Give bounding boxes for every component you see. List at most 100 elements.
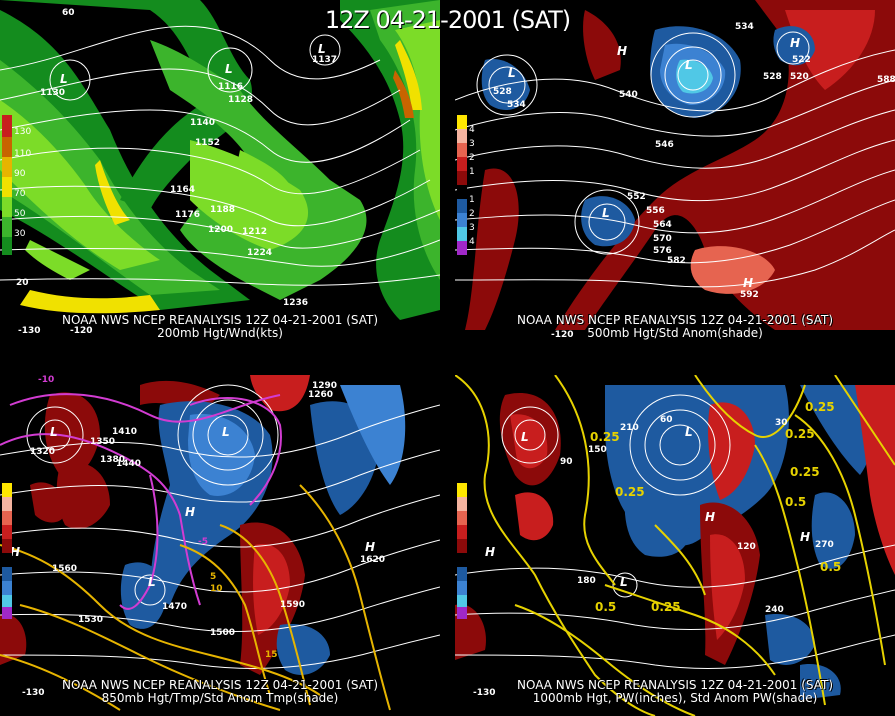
panel-caption: NOAA NWS NCEP REANALYSIS 12Z 04-21-2001 … [61, 678, 379, 692]
low-pressure-marker: L [685, 58, 693, 72]
legend-label: 1 [469, 195, 475, 205]
contour-label: 1410 [112, 427, 138, 437]
pw-label: 0.25 [790, 465, 820, 479]
legend-label: 2 [469, 153, 475, 163]
std-anom-legend [457, 483, 485, 619]
low-pressure-marker: L [620, 575, 628, 589]
wind-speed-legend: 130 110 90 70 50 30 [2, 115, 32, 255]
contour-label: 1470 [162, 602, 188, 612]
contour-label: 588 [877, 75, 895, 85]
contour-label: 556 [646, 206, 665, 216]
contour-label: 576 [653, 246, 672, 256]
high-pressure-marker: H [185, 505, 196, 519]
contour-label: 1560 [52, 564, 78, 574]
contour-label: 1236 [283, 298, 309, 308]
legend-swatch [457, 539, 467, 553]
contour-label: 90 [560, 457, 573, 467]
pw-label: 0.5 [820, 560, 842, 574]
contour-label: 1176 [175, 210, 201, 220]
legend-label: 2 [469, 209, 475, 219]
panel-200mb-wind: L L L 1128 1140 1152 1164 1176 1188 1200… [0, 0, 440, 340]
legend-swatch [457, 143, 467, 157]
isotherm-label: -10 [38, 375, 55, 385]
contour-label: 1260 [308, 390, 334, 400]
contour-label: 1290 [312, 381, 338, 391]
low-pressure-marker: L [602, 206, 610, 220]
high-pressure-marker: H [800, 530, 811, 544]
isotherm-label: 15 [265, 650, 278, 660]
legend-swatch [2, 567, 12, 581]
pw-label: 0.25 [805, 400, 835, 414]
contour-label: 1530 [78, 615, 104, 625]
contour-label: 534 [735, 22, 754, 32]
legend-swatch [457, 567, 467, 581]
high-pressure-marker: H [705, 510, 716, 524]
legend-swatch [2, 607, 12, 619]
legend-swatch [2, 581, 12, 595]
pw-label: 0.5 [595, 600, 617, 614]
legend-swatch [2, 217, 12, 237]
contour-label: 546 [655, 140, 674, 150]
latitude-label: 60 [62, 8, 75, 18]
legend-swatch [457, 129, 467, 143]
longitude-label: -130 [473, 688, 496, 698]
low-pressure-marker: L [60, 72, 68, 86]
map-850mb [0, 375, 440, 716]
legend-label: 110 [14, 149, 32, 159]
legend-swatch [2, 553, 12, 567]
longitude-label: -120 [70, 326, 93, 336]
panel-850mb-temp: L L L H H H 1320 1350 1380 1410 1440 147… [0, 375, 440, 716]
legend-swatch [2, 511, 12, 525]
panel-subcaption: 850mb Hgt/Tmp/Std Anom Tmp(shade) [101, 691, 339, 705]
high-pressure-marker: H [365, 540, 376, 554]
legend-label: 130 [14, 127, 32, 137]
legend-label: 1 [469, 167, 475, 177]
low-pressure-marker: L [685, 425, 693, 439]
contour-label: 1152 [195, 138, 221, 148]
legend-swatch [457, 497, 467, 511]
pw-label: 0.25 [785, 427, 815, 441]
legend-swatch [457, 581, 467, 595]
legend-swatch [2, 497, 12, 511]
std-anom-legend: 4 3 2 1 1 2 3 4 [457, 115, 485, 255]
low-pressure-marker: L [225, 62, 233, 76]
legend-swatch [2, 137, 12, 157]
legend-swatch [457, 115, 467, 129]
legend-label: 90 [14, 169, 26, 179]
low-pressure-marker: L [50, 425, 58, 439]
legend-swatch [457, 595, 467, 607]
legend-swatch [457, 241, 467, 255]
legend-swatch [2, 177, 12, 197]
legend-label: 3 [469, 223, 475, 233]
legend-swatch [457, 185, 467, 199]
legend-swatch [2, 115, 12, 137]
legend-label: 70 [14, 189, 26, 199]
map-500mb [455, 0, 895, 340]
pw-label: 0.25 [590, 430, 620, 444]
legend-swatch [457, 553, 467, 567]
legend-swatch [457, 525, 467, 539]
low-pressure-marker: L [521, 430, 529, 444]
contour-label: 1128 [228, 95, 254, 105]
low-pressure-marker: L [222, 425, 230, 439]
contour-label: 528 [493, 87, 512, 97]
contour-label: 534 [507, 100, 526, 110]
pw-label: 0.25 [615, 485, 645, 499]
contour-label: 564 [653, 220, 672, 230]
legend-swatch [2, 483, 12, 497]
isotherm-label: -5 [198, 537, 208, 547]
contour-label: 180 [577, 576, 596, 586]
contour-label: 1500 [210, 628, 236, 638]
legend-swatch [2, 197, 12, 217]
contour-label: 552 [627, 192, 646, 202]
contour-label: 592 [740, 290, 759, 300]
legend-swatch [2, 595, 12, 607]
panel-caption: NOAA NWS NCEP REANALYSIS 12Z 04-21-2001 … [61, 313, 379, 327]
contour-label: 1200 [208, 225, 234, 235]
longitude-label: -120 [551, 330, 574, 340]
legend-swatch [2, 525, 12, 539]
panel-subcaption: 500mb Hgt/Std Anom(shade) [587, 326, 763, 340]
high-pressure-marker: H [617, 44, 628, 58]
contour-label: 520 [790, 72, 809, 82]
contour-label: 1137 [312, 55, 338, 65]
